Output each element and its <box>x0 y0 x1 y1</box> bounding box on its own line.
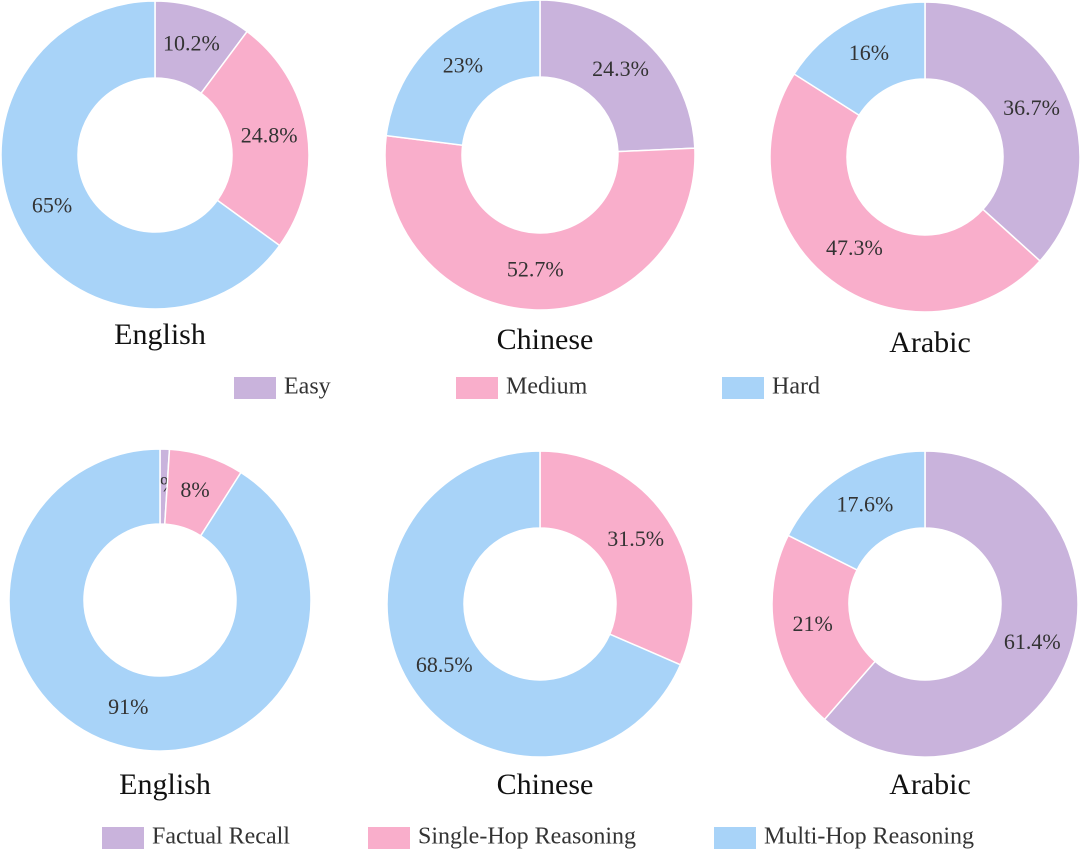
legend-label: Single-Hop Reasoning <box>418 824 636 850</box>
donut-slice <box>386 450 682 758</box>
data-label: 24.8% <box>241 123 298 148</box>
data-label: 10.2% <box>163 30 220 55</box>
data-label: 65% <box>32 192 72 217</box>
legend-swatch <box>714 827 756 849</box>
donut-slice <box>793 1 926 117</box>
legend-label: Factual Recall <box>152 824 290 850</box>
data-label: 21% <box>793 611 833 636</box>
legend-label: Hard <box>772 374 820 400</box>
donut-slice <box>823 450 1079 758</box>
donut-slice <box>199 30 310 247</box>
chart-title: Arabic <box>889 768 971 801</box>
donut-slice <box>384 134 696 311</box>
data-label: 17.6% <box>836 492 893 517</box>
data-label: 36.7% <box>1003 95 1060 120</box>
donut-slice <box>924 1 1080 263</box>
donut-slice <box>539 450 694 666</box>
donut-slice <box>385 0 541 147</box>
legend-swatch <box>368 827 410 849</box>
data-label: 91% <box>108 694 148 719</box>
chart-title: Arabic <box>889 326 971 359</box>
donut-slice <box>0 0 281 310</box>
donut-slice <box>771 534 877 721</box>
data-label: 16% <box>849 40 889 65</box>
donut-slice <box>787 450 926 571</box>
data-label: 61.4% <box>1004 629 1061 654</box>
chart-title: English <box>119 768 211 801</box>
data-label: 23% <box>443 53 483 78</box>
data-label: 52.7% <box>507 256 564 281</box>
legend-label: Multi-Hop Reasoning <box>764 824 974 850</box>
legend-swatch <box>234 377 276 399</box>
legend-swatch <box>456 377 498 399</box>
legend-swatch <box>102 827 144 849</box>
chart-title: Chinese <box>497 323 594 356</box>
data-label: 24.3% <box>592 56 649 81</box>
data-label: 8% <box>180 477 209 502</box>
legend-label: Easy <box>284 374 331 400</box>
data-label: 47.3% <box>826 235 883 260</box>
donut-slice <box>8 448 312 752</box>
donut-slice <box>769 72 1042 313</box>
data-label: 68.5% <box>416 652 473 677</box>
donut-slice <box>539 0 696 153</box>
chart-title: Chinese <box>497 768 594 801</box>
legend-label: Medium <box>506 374 588 400</box>
chart-title: English <box>114 318 206 351</box>
data-label: 31.5% <box>607 526 664 551</box>
legend-swatch <box>722 377 764 399</box>
